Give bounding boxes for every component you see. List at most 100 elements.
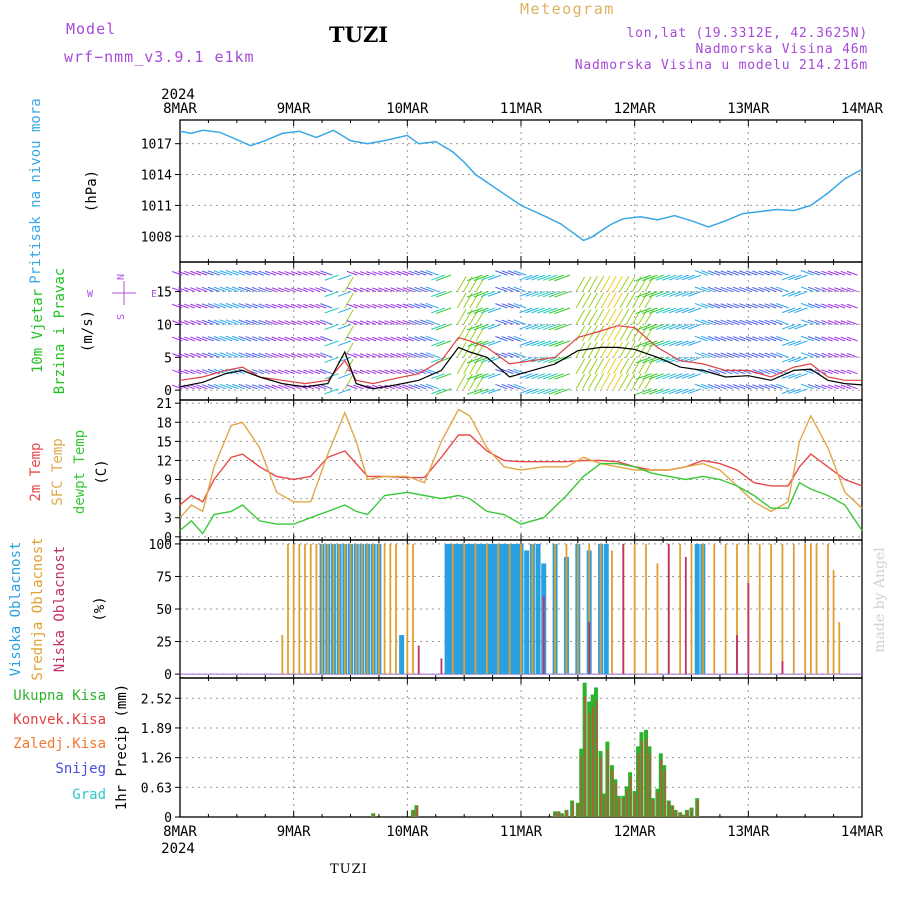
wind-arrow (225, 335, 239, 342)
wind-arrow (781, 388, 796, 394)
wind-arrow (213, 303, 227, 309)
wind-arrow (814, 270, 827, 276)
wind-arrow (531, 291, 546, 297)
wind-arrow (519, 388, 533, 394)
wind-arrow (178, 287, 189, 293)
wind-arrow (231, 352, 245, 358)
wind-arrow (488, 373, 502, 379)
wind-arrow (513, 383, 527, 390)
wind-arrow (588, 292, 598, 309)
y-tick-label: 6 (164, 493, 172, 508)
cloud-bar-1 (815, 543, 818, 675)
y-tick-label: 1.26 (141, 752, 172, 767)
cloud-ylabel-mid: Srednja Oblacnost (30, 537, 46, 680)
cloud-bar-2 (622, 543, 625, 675)
wind-arrow (781, 323, 796, 330)
wind-arrow (488, 307, 502, 314)
wind-arrow (834, 270, 846, 276)
wind-arrow (648, 274, 664, 281)
wind-arrow (513, 302, 527, 309)
wind-arrow (507, 303, 521, 309)
cloud-bar-0 (476, 543, 482, 675)
wind-arrow (531, 274, 546, 281)
wind-arrow (225, 383, 239, 390)
wind-arrow (402, 384, 414, 390)
wind-arrow (606, 373, 617, 390)
wind-arrow (284, 303, 295, 309)
precip-conv-bar (634, 793, 637, 817)
cloud-bar-2 (781, 661, 784, 675)
wind-arrow (378, 287, 389, 293)
wind-arrow (315, 336, 327, 342)
wind-arrow (324, 356, 339, 363)
wind-arrow (396, 352, 408, 358)
wind-arrow (758, 287, 771, 293)
cloud-bar-1 (378, 543, 380, 675)
precip-conv-bar (584, 696, 587, 817)
wind-arrow (344, 276, 354, 292)
wind-arrow (648, 373, 664, 380)
wind-arrow (588, 276, 598, 292)
wind-arrow (473, 291, 489, 298)
cloud-bar-0 (479, 543, 485, 675)
wind-arrow (655, 307, 671, 314)
wind-arrow (258, 303, 270, 309)
wind-arrow (814, 384, 827, 390)
wind-arrow (315, 287, 327, 293)
wind-arrow (201, 352, 214, 358)
wind-arrow (525, 274, 539, 281)
wind-arrow (366, 320, 377, 325)
wind-arrow (473, 340, 489, 347)
wind-arrow (265, 303, 277, 309)
wind-arrow (196, 287, 208, 293)
wind-arrow (745, 319, 758, 325)
wind-arrow (776, 335, 789, 342)
wind-arrow (764, 336, 777, 342)
pressure-line (179, 129, 863, 242)
cloud-bar-1 (736, 543, 738, 675)
wind-arrow (278, 353, 289, 358)
cloud-bar-1 (338, 543, 341, 675)
wind-arrow (473, 388, 489, 395)
wind-arrow (781, 340, 796, 346)
wind-arrow (420, 352, 433, 358)
wind-arrow (207, 352, 220, 358)
wind-arrow (788, 340, 802, 347)
wind-arrow (431, 340, 446, 347)
wind-arrow (770, 319, 783, 325)
wind-arrow (675, 307, 689, 314)
wind-arrow (390, 353, 402, 358)
wind-arrow (219, 352, 233, 358)
wind-arrow (507, 352, 521, 358)
cloud-bar-1 (497, 543, 500, 675)
cloud-bar-1 (599, 543, 602, 675)
precip-conv-bar (588, 713, 591, 817)
wind-arrow (384, 287, 396, 293)
wind-arrow (284, 320, 295, 325)
wind-arrow (396, 336, 408, 342)
cloud-bar-1 (304, 543, 306, 675)
wind-arrow (834, 384, 846, 390)
wind-arrow (821, 287, 833, 293)
wind-arrow (681, 373, 696, 379)
cloud-bar-2 (440, 658, 443, 675)
panel-frame (179, 677, 863, 818)
wind-arrow (172, 271, 183, 276)
wind-arrow (435, 274, 452, 282)
wind-arrow (507, 383, 521, 390)
wind-arrow (190, 369, 202, 375)
wind-arrow (688, 373, 702, 379)
wind-arrow (290, 353, 302, 358)
wind-arrow (745, 352, 758, 358)
wind-arrow (420, 303, 433, 309)
wind-arrow (372, 303, 383, 309)
wind-arrow (575, 309, 586, 325)
wind-arrow (284, 353, 295, 358)
wind-arrow (178, 369, 189, 375)
wind-arrow (827, 384, 839, 390)
wind-arrow (207, 286, 220, 293)
wind-arrow (456, 341, 467, 358)
wind-arrow (213, 335, 227, 342)
wind-arrow (694, 286, 708, 293)
wind-arrow (372, 369, 383, 375)
